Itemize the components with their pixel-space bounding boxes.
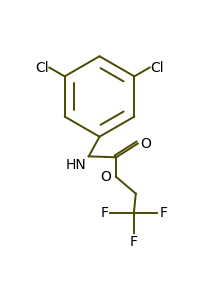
Text: F: F (130, 235, 138, 249)
Text: F: F (100, 206, 108, 220)
Text: O: O (100, 170, 111, 184)
Text: Cl: Cl (151, 60, 164, 75)
Text: Cl: Cl (35, 60, 48, 75)
Text: F: F (159, 206, 167, 220)
Text: O: O (141, 137, 152, 150)
Text: HN: HN (66, 158, 87, 172)
